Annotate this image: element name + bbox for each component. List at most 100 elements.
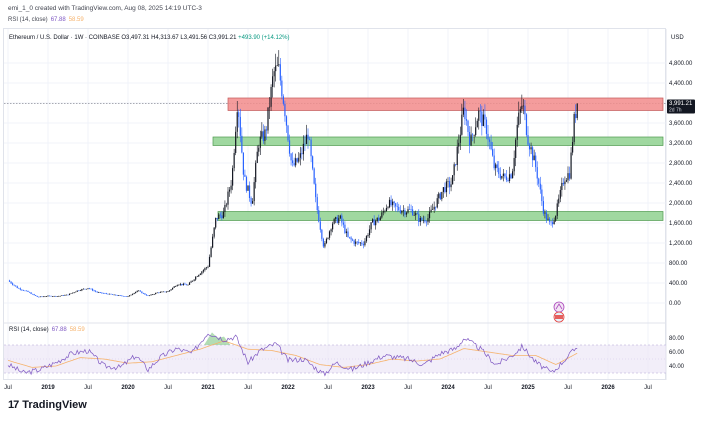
candle-body	[68, 293, 71, 296]
candle-body	[279, 64, 281, 81]
candle-body	[130, 294, 132, 296]
ohlc-legend: Ethereum / U.S. Dollar · 1W · COINBASE O…	[9, 35, 290, 41]
candle-body	[159, 291, 161, 293]
candle-body	[216, 217, 218, 219]
candle-body	[302, 143, 304, 155]
candle-body	[73, 292, 75, 293]
candle-body	[333, 218, 335, 224]
candle-body	[527, 135, 529, 145]
candle-body	[344, 224, 346, 233]
candle-body	[441, 191, 443, 200]
candle-body	[292, 160, 294, 164]
candle-body	[556, 203, 558, 216]
candle-body	[239, 116, 241, 136]
candle-body	[98, 292, 100, 294]
candle-body	[178, 284, 180, 286]
candle-body	[513, 157, 515, 172]
candle-body	[552, 222, 554, 225]
candle-body	[478, 110, 480, 121]
candle-body	[72, 292, 74, 294]
candle-body	[27, 290, 29, 292]
candle-body	[39, 296, 41, 298]
candle-body	[328, 231, 331, 238]
price-tick-label: 2,800.00	[669, 161, 693, 167]
time-tick-label: Jul	[244, 385, 252, 391]
candle-body	[425, 221, 428, 223]
candle-body	[298, 157, 300, 162]
candle-body	[381, 212, 383, 218]
candle-body	[498, 167, 500, 175]
candle-body	[121, 295, 123, 297]
candle-body	[247, 185, 249, 191]
price-tick-label: 400.00	[669, 281, 688, 287]
candle-body	[427, 218, 429, 223]
candle-body	[501, 175, 503, 179]
candle-body	[208, 256, 211, 267]
candle-body	[102, 293, 104, 294]
candle-body	[428, 211, 431, 219]
candle-body	[267, 107, 269, 131]
candle-body	[341, 215, 343, 223]
candle-body	[215, 217, 217, 228]
candle-body	[30, 292, 32, 294]
candle-body	[384, 211, 386, 212]
candle-body	[133, 293, 135, 294]
candle-body	[378, 217, 380, 221]
candle-body	[319, 221, 321, 230]
candle-body	[138, 290, 140, 292]
chart-attribution: emi_1_0 created with TradingView.com, Au…	[8, 5, 202, 12]
candle-body	[379, 217, 381, 221]
candle-body	[459, 134, 461, 143]
candle-body	[359, 242, 361, 244]
candle-body	[287, 125, 289, 141]
flag-stripe-icon	[555, 315, 563, 319]
candle-body	[345, 231, 348, 233]
candle-body	[270, 86, 272, 107]
candle-body	[164, 291, 166, 293]
candle-body	[404, 210, 406, 215]
price-axis: 4,800.004,400.004,000.003,600.003,200.00…	[667, 61, 695, 307]
candle-body	[170, 289, 172, 291]
candle-body	[179, 283, 181, 285]
candle-body	[235, 131, 237, 153]
candle-body	[301, 153, 303, 155]
candle-body	[442, 187, 444, 192]
candle-body	[58, 296, 60, 297]
candle-body	[353, 240, 355, 244]
candle-body	[156, 292, 158, 294]
candle-body	[364, 241, 366, 246]
candle-body	[132, 293, 134, 295]
candle-body	[88, 288, 91, 289]
candle-body	[276, 65, 278, 66]
candle-body	[542, 201, 544, 214]
candle-body	[416, 213, 418, 215]
candle-body	[350, 237, 352, 240]
candle-body	[232, 168, 234, 186]
candle-body	[224, 205, 226, 212]
candle-body	[38, 296, 40, 298]
candle-body	[90, 288, 92, 290]
candle-body	[515, 139, 517, 158]
candle-body	[299, 153, 301, 158]
candle-body	[230, 185, 232, 190]
candle-body	[572, 142, 574, 153]
candle-body	[410, 209, 412, 210]
candle-body	[176, 285, 178, 287]
candle-body	[127, 296, 129, 297]
candle-body	[204, 268, 206, 271]
candle-body	[564, 181, 566, 185]
candle-body	[12, 283, 14, 285]
candle-body	[233, 152, 235, 169]
candle-body	[144, 293, 146, 295]
time-tick-label: 2024	[441, 385, 455, 391]
candle-body	[55, 296, 57, 297]
candle-body	[162, 291, 164, 293]
candle-body	[236, 112, 238, 132]
candle-body	[348, 236, 351, 238]
price-change: +493.90 (+14.12%)	[238, 35, 290, 41]
candle-body	[502, 173, 504, 176]
candle-body	[33, 294, 35, 296]
candle-body	[472, 134, 474, 136]
tradingview-brand[interactable]: 17 TradingView	[8, 399, 87, 411]
